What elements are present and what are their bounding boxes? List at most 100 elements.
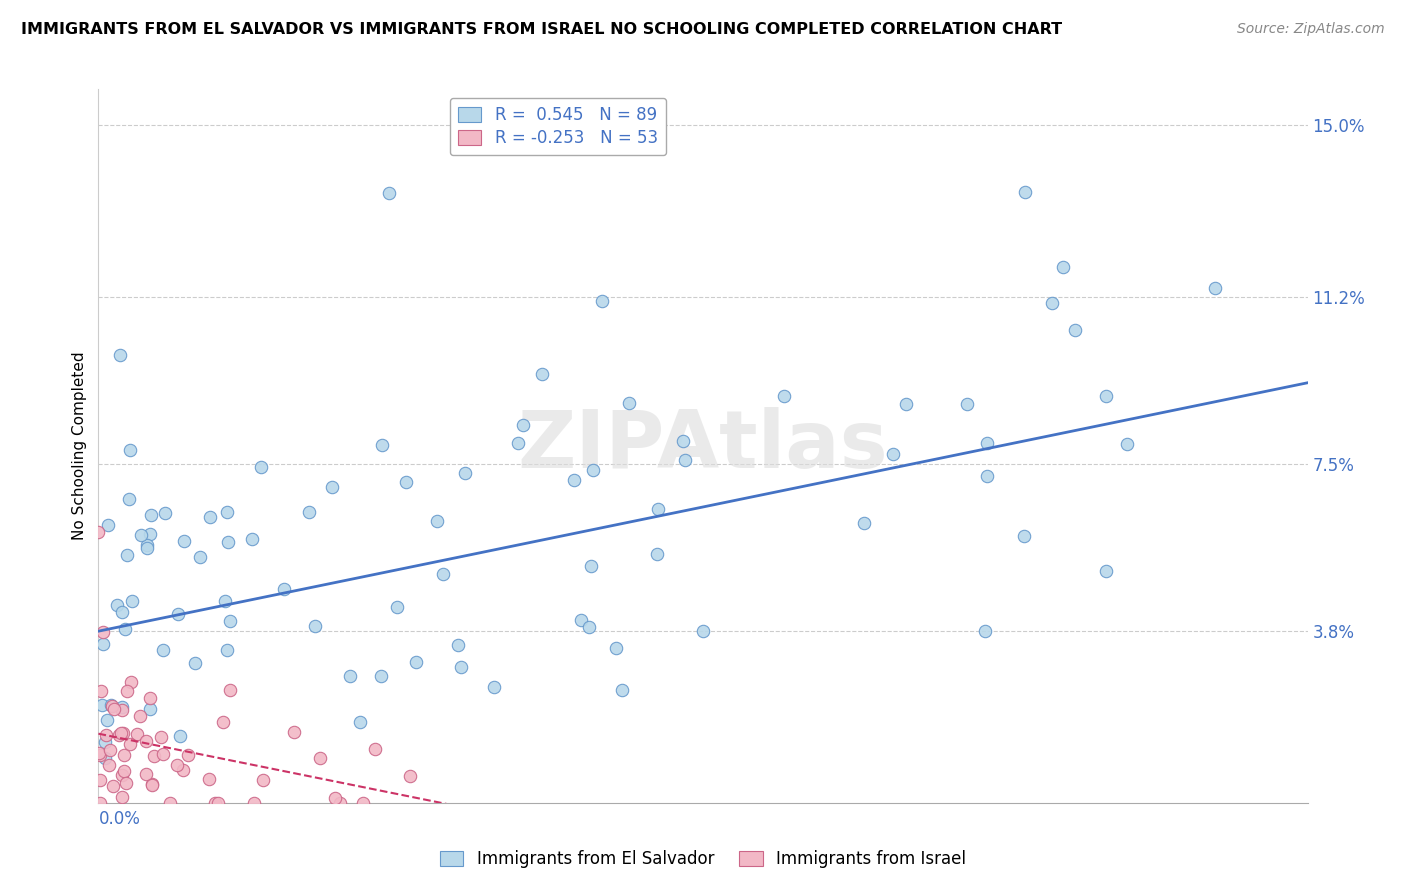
Point — [98, 743, 121, 757]
Legend: R =  0.545   N = 89, R = -0.253   N = 53: R = 0.545 N = 89, R = -0.253 N = 53 — [450, 97, 666, 155]
Point — [93, 637, 115, 651]
Point — [90, 683, 112, 698]
Point — [976, 435, 998, 450]
Point — [118, 737, 141, 751]
Point — [141, 777, 163, 791]
Point — [169, 729, 191, 743]
Point — [385, 600, 408, 615]
Point — [853, 516, 876, 530]
Point — [127, 727, 149, 741]
Point — [100, 698, 122, 713]
Point — [579, 558, 602, 573]
Point — [136, 541, 159, 555]
Point — [645, 547, 668, 561]
Point — [111, 726, 134, 740]
Point — [111, 605, 134, 619]
Point — [114, 622, 136, 636]
Text: 0.0%: 0.0% — [98, 810, 141, 828]
Point — [377, 186, 399, 200]
Point — [405, 655, 427, 669]
Point — [110, 726, 132, 740]
Point — [506, 435, 529, 450]
Point — [167, 607, 190, 622]
Point — [273, 582, 295, 596]
Point — [371, 438, 394, 452]
Point — [129, 528, 152, 542]
Point — [105, 598, 128, 612]
Point — [96, 714, 118, 728]
Point — [115, 548, 138, 562]
Point — [204, 796, 226, 810]
Point — [647, 502, 669, 516]
Point — [94, 735, 117, 749]
Point — [94, 750, 117, 764]
Point — [173, 533, 195, 548]
Point — [772, 389, 794, 403]
Point — [217, 643, 239, 657]
Point — [118, 491, 141, 506]
Point — [482, 681, 505, 695]
Point — [673, 452, 696, 467]
Point — [582, 463, 605, 477]
Point — [672, 434, 695, 449]
Point — [111, 699, 134, 714]
Point — [395, 475, 418, 490]
Point — [152, 747, 174, 761]
Point — [135, 766, 157, 780]
Y-axis label: No Schooling Completed: No Schooling Completed — [72, 351, 87, 541]
Point — [1052, 260, 1074, 274]
Point — [1095, 389, 1118, 403]
Point — [217, 535, 239, 549]
Point — [129, 708, 152, 723]
Point — [1064, 323, 1087, 337]
Point — [172, 763, 194, 777]
Point — [605, 640, 627, 655]
Point — [149, 730, 172, 744]
Point — [89, 773, 111, 788]
Point — [152, 643, 174, 657]
Point — [212, 714, 235, 729]
Point — [89, 796, 111, 810]
Point — [207, 796, 229, 810]
Point — [198, 772, 221, 787]
Point — [447, 638, 470, 652]
Point — [1014, 185, 1036, 199]
Point — [118, 442, 141, 457]
Point — [139, 508, 162, 522]
Point — [138, 702, 160, 716]
Point — [399, 769, 422, 783]
Point — [252, 773, 274, 788]
Text: Source: ZipAtlas.com: Source: ZipAtlas.com — [1237, 22, 1385, 37]
Point — [578, 620, 600, 634]
Point — [309, 750, 332, 764]
Point — [1012, 529, 1035, 543]
Point — [240, 532, 263, 546]
Point — [120, 674, 142, 689]
Point — [591, 294, 613, 309]
Point — [91, 698, 114, 712]
Point — [450, 660, 472, 674]
Point — [321, 480, 343, 494]
Point — [426, 514, 449, 528]
Point — [89, 746, 111, 760]
Point — [298, 504, 321, 518]
Point — [111, 790, 134, 805]
Point — [135, 733, 157, 747]
Point — [121, 594, 143, 608]
Point — [956, 397, 979, 411]
Point — [112, 764, 135, 778]
Point — [349, 714, 371, 729]
Point — [184, 656, 207, 670]
Point — [115, 775, 138, 789]
Point — [617, 396, 640, 410]
Point — [215, 505, 238, 519]
Point — [159, 796, 181, 810]
Point — [512, 418, 534, 433]
Point — [101, 779, 124, 793]
Point — [1040, 296, 1063, 310]
Point — [143, 749, 166, 764]
Point — [530, 367, 553, 381]
Point — [138, 527, 160, 541]
Point — [89, 748, 111, 763]
Point — [370, 669, 392, 683]
